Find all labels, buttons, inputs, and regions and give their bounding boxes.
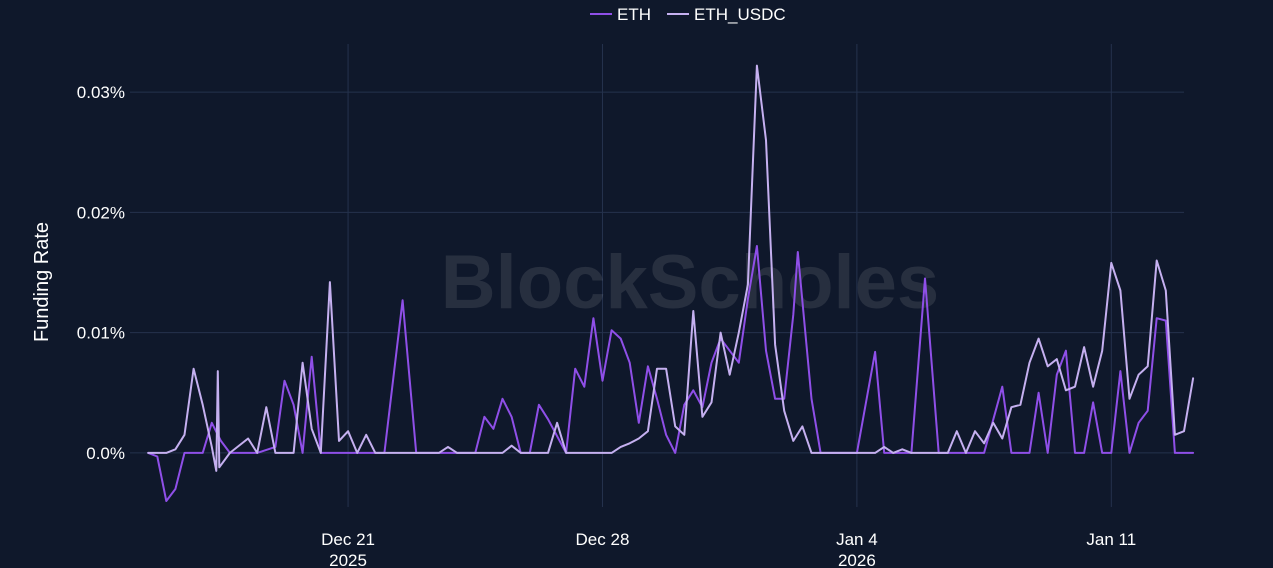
watermark: BlockScholes	[441, 240, 939, 325]
legend[interactable]: ETH ETH_USDC	[590, 5, 786, 24]
series-lines	[147, 64, 1195, 502]
x-axis-ticks: Dec 21 2025 Dec 28 Jan 4 2026 Jan 11	[321, 530, 1136, 568]
y-tick-label: 0.0%	[86, 444, 125, 463]
x-tick-year-label: 2025	[329, 551, 367, 568]
legend-label: ETH_USDC	[694, 5, 786, 24]
x-tick-label: Jan 4	[836, 530, 878, 549]
y-tick-label: 0.01%	[77, 324, 125, 343]
y-tick-label: 0.03%	[77, 83, 125, 102]
legend-item-eth-usdc[interactable]: ETH_USDC	[667, 5, 786, 24]
legend-label: ETH	[617, 5, 651, 24]
series-line-eth-usdc	[147, 64, 1195, 472]
x-tick-label: Dec 28	[576, 530, 630, 549]
legend-item-eth[interactable]: ETH	[590, 5, 651, 24]
grid-lines	[130, 44, 1184, 507]
y-tick-label: 0.02%	[77, 203, 125, 222]
x-tick-label: Jan 11	[1086, 530, 1136, 549]
x-tick-label: Dec 21	[321, 530, 375, 549]
y-axis-ticks: 0.0% 0.01% 0.02% 0.03%	[77, 83, 125, 463]
x-tick-year-label: 2026	[838, 551, 876, 568]
series-line-eth	[147, 245, 1195, 502]
y-axis-label: Funding Rate	[31, 222, 53, 342]
